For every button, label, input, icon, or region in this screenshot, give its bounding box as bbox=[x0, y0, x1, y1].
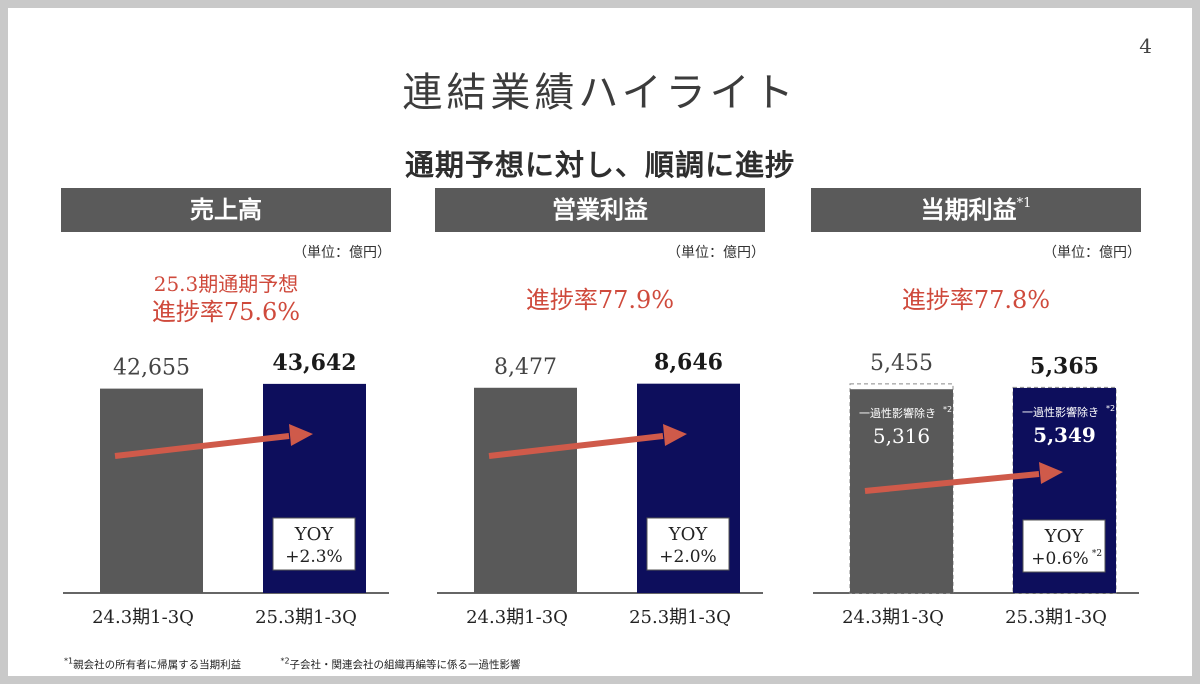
panel-header: 当期利益*1 bbox=[811, 188, 1141, 232]
page-title: 連結業績ハイライト bbox=[402, 70, 798, 116]
unit-label: （単位：億円） bbox=[1043, 245, 1141, 261]
yoy-note: *2 bbox=[1092, 549, 1102, 559]
panel-header: 売上高 bbox=[61, 188, 391, 232]
footnotes: *1親会社の所有者に帰属する当期利益 *2子会社・関連会社の組織再編等に係る一過… bbox=[64, 656, 557, 672]
unit-label: （単位：億円） bbox=[293, 245, 391, 261]
footnote-text: 子会社・関連会社の組織再編等に係る一過性影響 bbox=[289, 658, 521, 671]
bar bbox=[474, 387, 577, 593]
category-label: 24.3期1-3Q bbox=[92, 607, 194, 628]
panel-header-label: 売上高 bbox=[190, 195, 262, 224]
yoy-box bbox=[646, 517, 730, 571]
category-label: 25.3期1-3Q bbox=[255, 607, 357, 628]
footnote-mark: *2 bbox=[280, 656, 290, 665]
yoy-value: +2.3% bbox=[285, 547, 342, 567]
trend-arrow-head bbox=[663, 424, 687, 446]
trend-arrow-head bbox=[289, 424, 313, 446]
progress-caption: 25.3期通期予想 進捗率75.6% bbox=[61, 270, 391, 326]
trend-arrow-line bbox=[864, 471, 1040, 494]
inner-value-label: 5,349 bbox=[1033, 423, 1096, 447]
inner-value-label: 5,316 bbox=[873, 424, 930, 448]
value-label: 42,655 bbox=[113, 356, 190, 381]
panel-header-note: *1 bbox=[1016, 196, 1032, 211]
yoy-value: +0.6% bbox=[1031, 549, 1088, 569]
value-label: 43,642 bbox=[272, 350, 356, 376]
inner-caption-note: *2 bbox=[943, 405, 952, 414]
inner-caption-note: *2 bbox=[1106, 404, 1115, 413]
value-label: 5,365 bbox=[1030, 353, 1099, 379]
progress-rate: 進捗率77.9% bbox=[525, 286, 675, 314]
slide: 4 連結業績ハイライト 通期予想に対し、順調に進捗 売上高 （単位：億円） 25… bbox=[8, 8, 1192, 676]
bar-chart-sales: 42,655 43,642 YOY+2.3% bbox=[63, 350, 389, 594]
bar bbox=[100, 388, 203, 593]
panel-operating-profit: 営業利益 （単位：億円） 進捗率77.9% 8,477 8,646 YOY +2.0%… bbox=[435, 188, 765, 638]
footnote-2: *2子会社・関連会社の組織再編等に係る一過性影響 bbox=[280, 656, 538, 671]
yoy-label: YOY bbox=[668, 524, 709, 545]
value-label: 8,477 bbox=[494, 355, 557, 380]
panel-header: 営業利益 bbox=[435, 188, 765, 232]
panel-sales: 売上高 （単位：億円） 25.3期通期予想 進捗率75.6% 42,655 43,… bbox=[61, 188, 391, 638]
trend-arrow-line bbox=[114, 433, 290, 459]
unit-label: （単位：億円） bbox=[667, 245, 765, 261]
yoy-box bbox=[1022, 519, 1106, 573]
progress-line1: 25.3期通期予想 bbox=[153, 272, 299, 296]
value-label: 5,455 bbox=[870, 351, 933, 376]
value-label: 8,646 bbox=[654, 350, 723, 376]
progress-rate: 進捗率77.8% bbox=[901, 286, 1051, 314]
footnote-mark: *1 bbox=[64, 656, 74, 665]
bar-chart-net-profit: 5,455 一過性影響除き *2 5,316 5,365 一過性影響除き *2 5,349 YO… bbox=[813, 351, 1139, 594]
footnote-1: *1親会社の所有者に帰属する当期利益 bbox=[64, 656, 259, 671]
progress-caption: 進捗率77.9% bbox=[435, 286, 765, 314]
yoy-box bbox=[272, 517, 356, 571]
trend-arrow-line bbox=[488, 433, 664, 459]
footnote-text: 親会社の所有者に帰属する当期利益 bbox=[73, 658, 242, 671]
panel-header-label: 営業利益 bbox=[552, 195, 648, 224]
progress-caption: 進捗率77.8% bbox=[811, 286, 1141, 314]
category-label: 25.3期1-3Q bbox=[1005, 607, 1107, 628]
yoy-label: YOY bbox=[1044, 526, 1085, 547]
category-label: 24.3期1-3Q bbox=[842, 607, 944, 628]
panel-header-label: 当期利益 bbox=[920, 195, 1017, 224]
trend-arrow-head bbox=[1039, 462, 1063, 484]
yoy-value: +2.0% bbox=[659, 547, 716, 567]
page-number: 4 bbox=[1139, 34, 1152, 58]
category-label: 25.3期1-3Q bbox=[629, 607, 731, 628]
page-subtitle: 通期予想に対し、順調に進捗 bbox=[404, 148, 795, 182]
yoy-label: YOY bbox=[294, 524, 335, 545]
bar-chart-operating-profit: 8,477 8,646 YOY+2.0% bbox=[437, 350, 763, 594]
inner-caption: 一過性影響除き bbox=[859, 406, 936, 420]
panel-net-profit: 当期利益*1 （単位：億円） 進捗率77.8% 5,455 一過性影響除き *2 5,… bbox=[811, 188, 1141, 638]
inner-caption: 一過性影響除き bbox=[1022, 405, 1099, 419]
category-label: 24.3期1-3Q bbox=[466, 607, 568, 628]
progress-rate: 進捗率75.6% bbox=[151, 298, 301, 326]
